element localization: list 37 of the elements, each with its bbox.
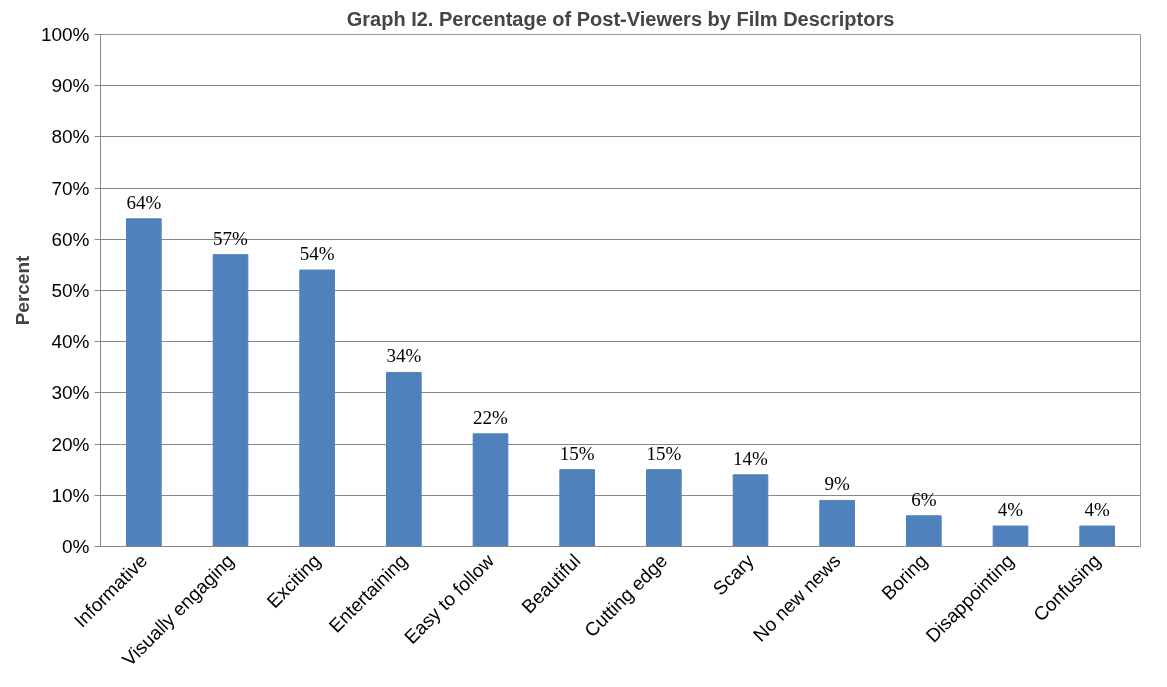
bar bbox=[472, 433, 509, 547]
y-tick-label: 0% bbox=[62, 536, 90, 557]
bar bbox=[386, 371, 422, 547]
data-label: 54% bbox=[299, 243, 335, 265]
data-label: 4% bbox=[1084, 499, 1110, 521]
y-tick-label: 10% bbox=[51, 484, 90, 506]
y-tick-label: 30% bbox=[51, 382, 90, 404]
bar bbox=[126, 218, 162, 547]
data-label: 64% bbox=[126, 191, 162, 213]
data-label: 57% bbox=[213, 227, 249, 249]
y-tick-label: 20% bbox=[51, 433, 90, 455]
y-tick-label: 60% bbox=[51, 228, 90, 250]
y-tick-label: 70% bbox=[51, 177, 90, 199]
bar bbox=[819, 499, 855, 547]
y-tick-label: 50% bbox=[51, 280, 90, 301]
bar bbox=[1079, 525, 1115, 547]
data-label: 6% bbox=[911, 488, 937, 510]
chart-title: Graph I2. Percentage of Post-Viewers by Film Descriptors bbox=[346, 7, 895, 30]
y-tick-label: 80% bbox=[51, 126, 90, 148]
bar bbox=[732, 474, 769, 547]
data-label: 4% bbox=[997, 499, 1024, 521]
data-label: 34% bbox=[386, 345, 422, 367]
bar bbox=[559, 469, 595, 547]
y-tick-label: 90% bbox=[51, 75, 90, 97]
data-label: 15% bbox=[646, 442, 682, 464]
data-label: 15% bbox=[559, 442, 595, 464]
data-label: 22% bbox=[473, 406, 509, 428]
data-label: 14% bbox=[733, 447, 769, 469]
bar bbox=[299, 269, 335, 547]
y-tick-label: 40% bbox=[51, 331, 90, 353]
data-label: 9% bbox=[824, 473, 850, 495]
y-tick-label: 100% bbox=[40, 24, 90, 45]
bar bbox=[992, 525, 1029, 547]
y-axis-title: Percent bbox=[11, 254, 33, 326]
bar bbox=[906, 515, 942, 547]
bar bbox=[212, 254, 249, 547]
bar bbox=[646, 469, 682, 547]
